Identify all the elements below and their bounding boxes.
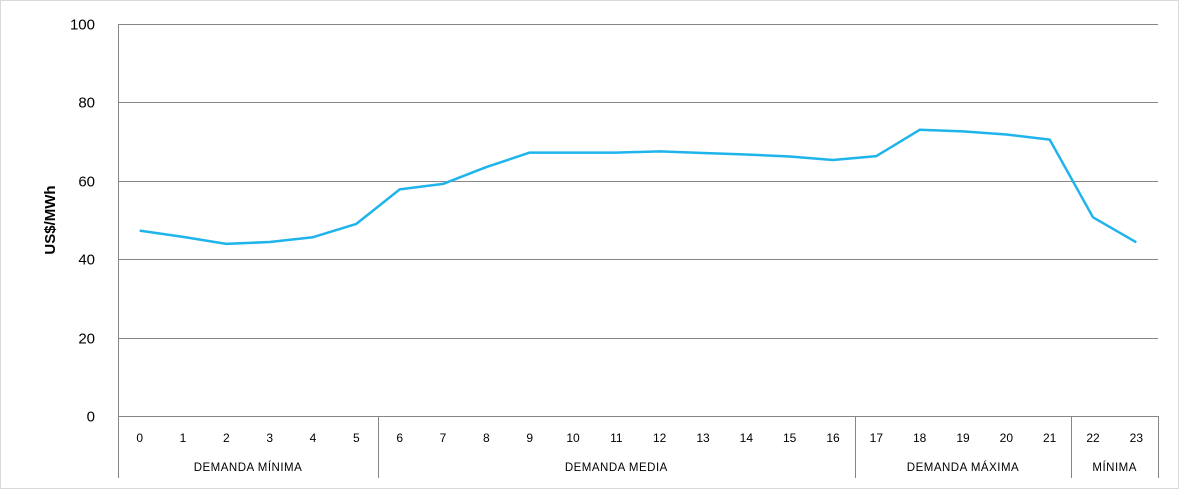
x-group-label: DEMANDA MÍNIMA [194, 461, 303, 474]
x-group-label: DEMANDA MEDIA [565, 462, 668, 474]
y-tick-label: 80 [78, 95, 95, 112]
x-tick-label: 1 [180, 431, 187, 445]
x-tick-label: 4 [310, 431, 317, 445]
series-line [139, 128, 1137, 246]
x-tick-label: 19 [956, 431, 970, 445]
x-tick-label: 21 [1043, 431, 1057, 445]
y-tick-labels: 0 20 40 60 80 100 [70, 17, 95, 426]
x-tick-label: 20 [1000, 431, 1014, 445]
series-layer [139, 128, 1137, 246]
x-group-label: DEMANDA MÁXIMA [907, 461, 1019, 474]
x-tick-label: 15 [783, 431, 797, 445]
y-tick-label: 60 [78, 174, 95, 191]
x-tick-label: 9 [526, 431, 533, 445]
gridlines [118, 24, 1158, 478]
y-tick-label: 100 [70, 17, 95, 34]
y-axis-label: US$/MWh [42, 185, 59, 254]
x-tick-label: 0 [136, 431, 143, 445]
x-group-label: MÍNIMA [1092, 461, 1137, 474]
x-group-labels: DEMANDA MÍNIMA DEMANDA MEDIA DEMANDA MÁXIM… [194, 416, 1159, 478]
x-tick-label: 2 [223, 431, 230, 445]
x-tick-label: 13 [696, 431, 710, 445]
x-tick-label: 18 [913, 431, 927, 445]
y-tick-label: 20 [78, 331, 95, 348]
x-tick-label: 14 [740, 431, 754, 445]
x-tick-label: 3 [266, 431, 273, 445]
x-tick-label: 11 [610, 431, 623, 445]
x-tick-label: 8 [483, 431, 490, 445]
y-tick-label: 0 [87, 409, 95, 426]
x-tick-label: 23 [1130, 431, 1144, 445]
x-tick-label: 10 [566, 431, 580, 445]
x-tick-label: 22 [1086, 431, 1100, 445]
x-tick-label: 6 [396, 431, 403, 445]
x-tick-label: 16 [826, 431, 840, 445]
x-tick-label: 17 [870, 431, 884, 445]
x-tick-label: 7 [440, 431, 447, 445]
x-tick-label: 5 [353, 431, 360, 445]
y-tick-label: 40 [78, 252, 95, 269]
x-tick-labels: 0 1 2 3 4 5 6 7 8 9 10 11 12 13 14 15 16 17 18 19 20 21 22 23 [136, 431, 1143, 445]
x-tick-label: 12 [653, 431, 667, 445]
